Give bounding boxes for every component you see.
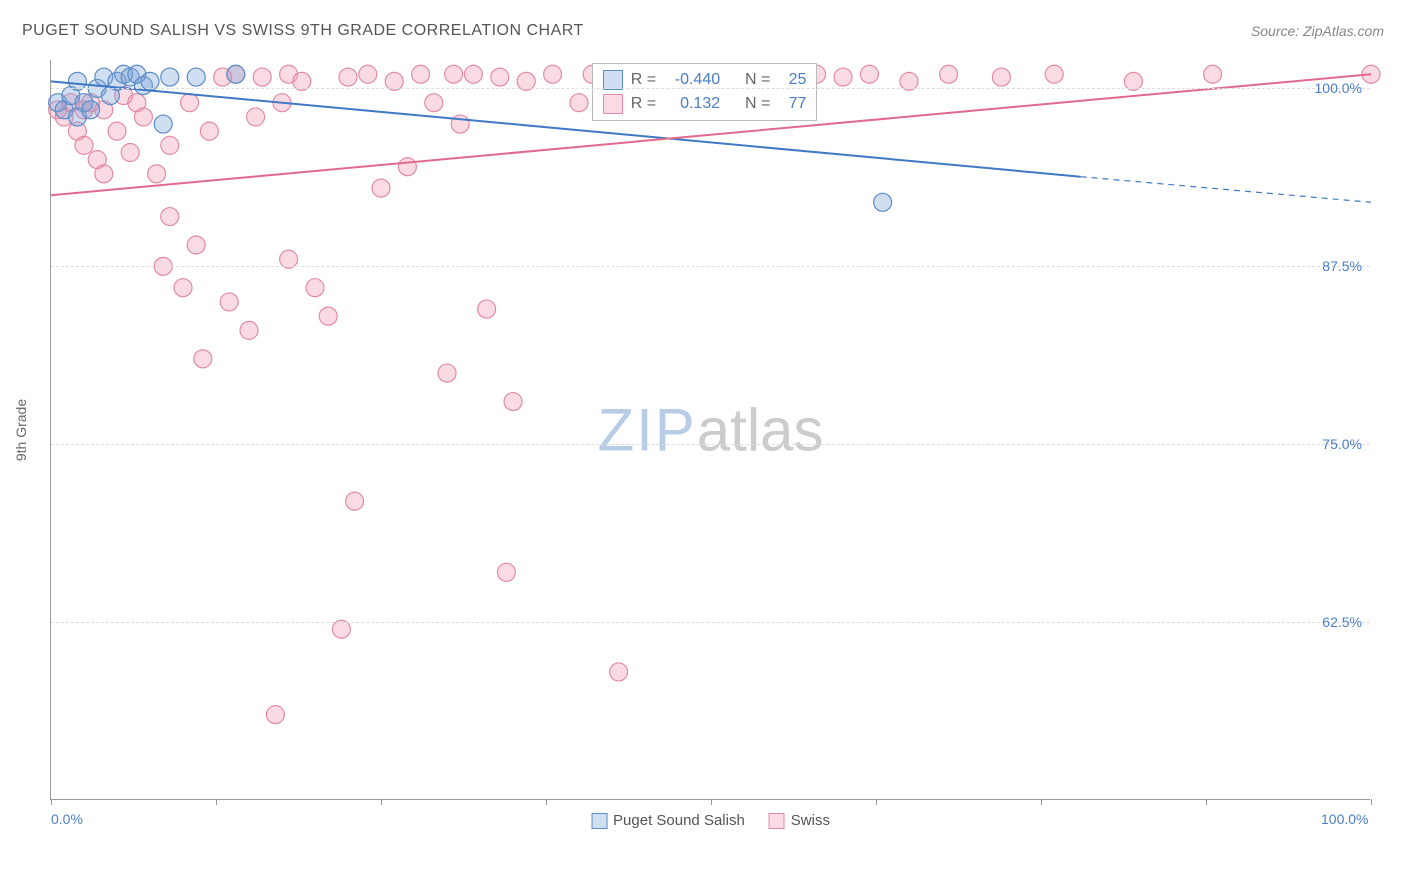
stat-r-value: 0.132 [664, 92, 720, 116]
data-point [194, 350, 212, 368]
data-point [491, 68, 509, 86]
x-tick [1041, 799, 1042, 805]
data-point [544, 65, 562, 83]
x-tick [1371, 799, 1372, 805]
data-point [161, 136, 179, 154]
legend-swatch-icon [603, 70, 623, 90]
data-point [497, 563, 515, 581]
legend-swatch-icon [603, 94, 623, 114]
data-point [306, 279, 324, 297]
x-tick [546, 799, 547, 805]
data-point [412, 65, 430, 83]
data-point [154, 115, 172, 133]
data-point [834, 68, 852, 86]
data-point [174, 279, 192, 297]
data-point [874, 193, 892, 211]
x-tick [876, 799, 877, 805]
data-point [359, 65, 377, 83]
plot-svg [51, 60, 1370, 799]
legend-swatch-icon [591, 813, 607, 829]
bottom-legend: Puget Sound Salish Swiss [591, 812, 830, 829]
data-point [187, 68, 205, 86]
data-point [247, 108, 265, 126]
gridline [51, 444, 1370, 445]
plot-area: 9th Grade ZIPatlas R =-0.440 N =25R =0.1… [50, 60, 1370, 800]
gridline [51, 622, 1370, 623]
legend-stats-box: R =-0.440 N =25R =0.132 N =77 [592, 63, 818, 121]
legend-stats-row: R = 0.132 N = 77 [603, 92, 807, 116]
data-point [478, 300, 496, 318]
data-point [464, 65, 482, 83]
data-point [134, 108, 152, 126]
x-tick [51, 799, 52, 805]
stat-r-label: R = [631, 92, 656, 116]
data-point [266, 706, 284, 724]
data-point [75, 136, 93, 154]
data-point [1045, 65, 1063, 83]
data-point [339, 68, 357, 86]
x-tick [1206, 799, 1207, 805]
data-point [187, 236, 205, 254]
y-tick-label: 87.5% [1322, 258, 1362, 274]
x-axis-label: 0.0% [51, 811, 83, 827]
data-point [940, 65, 958, 83]
data-point [570, 94, 588, 112]
data-point [82, 101, 100, 119]
data-point [610, 663, 628, 681]
data-point [372, 179, 390, 197]
x-tick [216, 799, 217, 805]
y-axis-title: 9th Grade [13, 398, 29, 460]
data-point [240, 321, 258, 339]
data-point [992, 68, 1010, 86]
x-tick [711, 799, 712, 805]
data-point [504, 393, 522, 411]
legend-label: Swiss [791, 812, 830, 829]
stat-n-value: 77 [778, 92, 806, 116]
data-point [1204, 65, 1222, 83]
data-point [95, 165, 113, 183]
data-point [108, 122, 126, 140]
legend-label: Puget Sound Salish [613, 812, 745, 829]
trend-line-dashed [1081, 177, 1371, 203]
y-tick-label: 62.5% [1322, 614, 1362, 630]
data-point [445, 65, 463, 83]
data-point [148, 165, 166, 183]
data-point [200, 122, 218, 140]
legend-swatch-icon [769, 813, 785, 829]
data-point [121, 144, 139, 162]
y-tick-label: 100.0% [1315, 80, 1362, 96]
gridline [51, 88, 1370, 89]
data-point [161, 208, 179, 226]
data-point [161, 68, 179, 86]
data-point [425, 94, 443, 112]
x-tick [381, 799, 382, 805]
data-point [860, 65, 878, 83]
stat-n-label: N = [745, 92, 770, 116]
x-axis-label: 100.0% [1321, 811, 1368, 827]
data-point [181, 94, 199, 112]
data-point [253, 68, 271, 86]
y-tick-label: 75.0% [1322, 436, 1362, 452]
chart-title: PUGET SOUND SALISH VS SWISS 9TH GRADE CO… [22, 22, 584, 40]
data-point [398, 158, 416, 176]
gridline [51, 266, 1370, 267]
data-point [438, 364, 456, 382]
data-point [346, 492, 364, 510]
legend-item: Swiss [769, 812, 830, 829]
source-label: Source: ZipAtlas.com [1251, 23, 1384, 39]
data-point [220, 293, 238, 311]
data-point [319, 307, 337, 325]
data-point [227, 65, 245, 83]
legend-item: Puget Sound Salish [591, 812, 745, 829]
